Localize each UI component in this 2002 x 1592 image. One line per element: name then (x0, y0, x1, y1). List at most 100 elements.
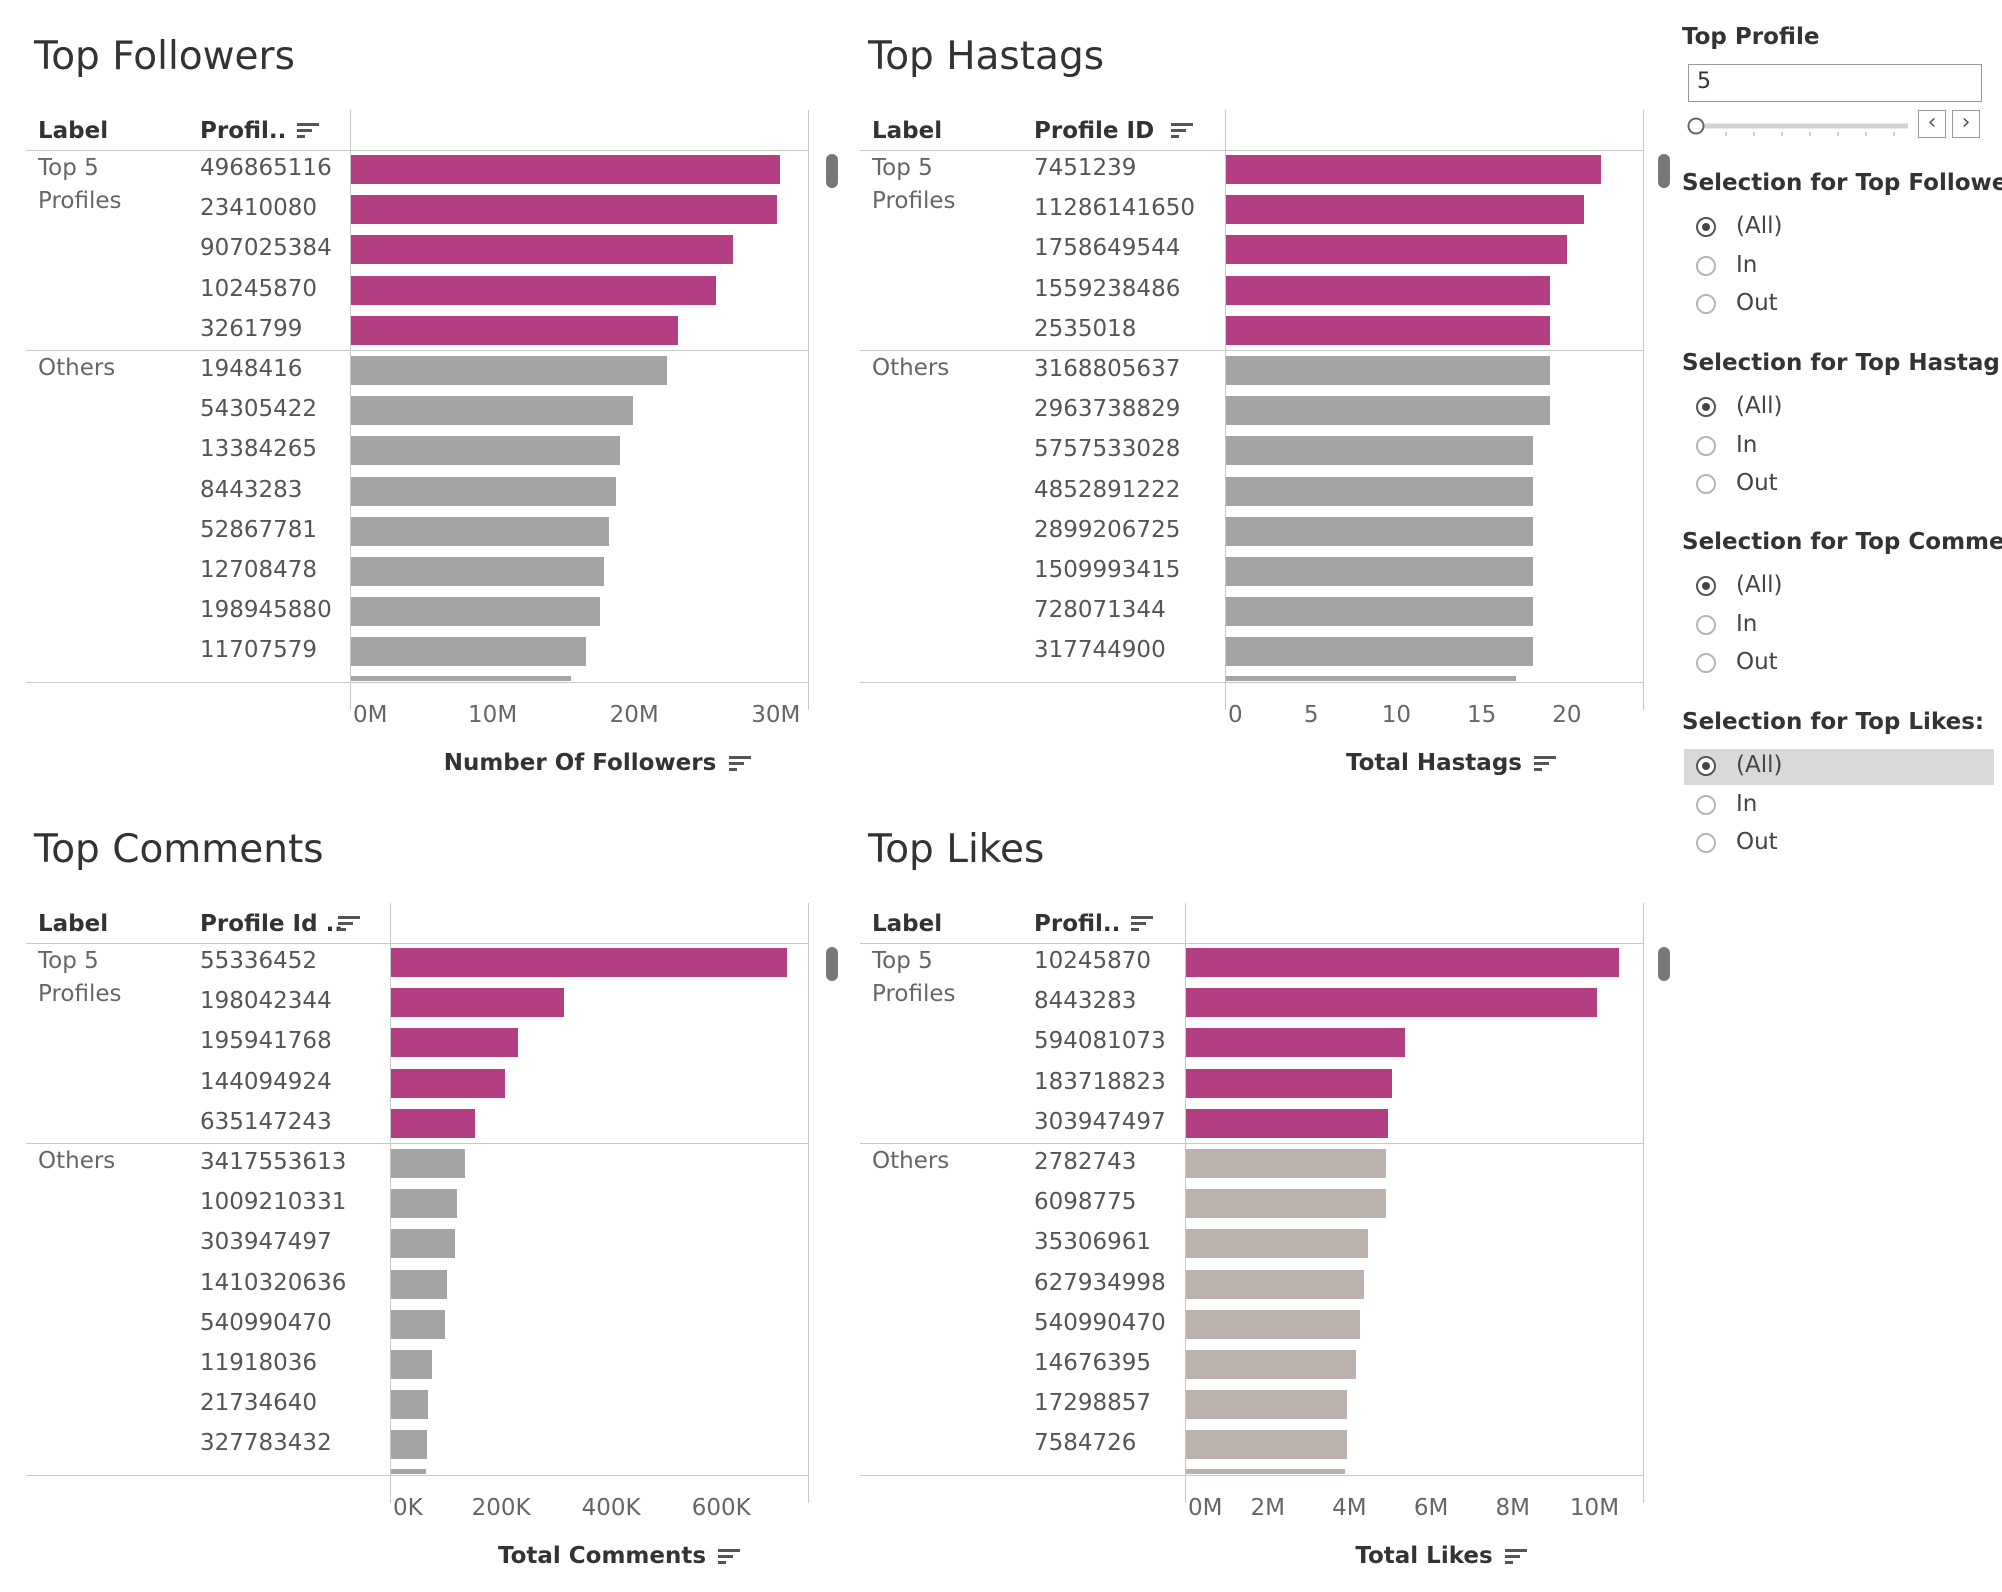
radio-option[interactable]: Out (1684, 646, 1994, 682)
others-bar[interactable] (351, 597, 601, 627)
others-bar[interactable] (391, 1149, 466, 1178)
radio-option[interactable]: In (1684, 249, 1994, 285)
radio-button[interactable] (1696, 255, 1716, 276)
top5-bar[interactable] (1226, 315, 1550, 345)
radio-option[interactable]: In (1684, 429, 1994, 465)
top5-bar[interactable] (1226, 155, 1601, 184)
top5-bar[interactable] (1186, 1108, 1389, 1138)
others-bar[interactable] (1226, 476, 1533, 506)
top5-bar[interactable] (1186, 948, 1619, 977)
scrollbar-thumb[interactable] (826, 947, 838, 981)
others-bar[interactable] (1226, 356, 1550, 385)
top5-bar[interactable] (1186, 1068, 1393, 1098)
others-bar[interactable] (391, 1269, 448, 1299)
others-bar[interactable] (1186, 1390, 1348, 1420)
top5-bar[interactable] (1186, 1028, 1405, 1058)
others-bar[interactable] (351, 516, 609, 546)
radio-button[interactable] (1696, 576, 1716, 596)
sort-icon[interactable] (1131, 916, 1153, 932)
others-bar-partial[interactable] (1226, 676, 1516, 681)
top5-bar[interactable] (391, 1068, 506, 1098)
others-bar[interactable] (351, 436, 621, 466)
others-bar[interactable] (1186, 1149, 1387, 1178)
others-bar-partial[interactable] (351, 676, 571, 681)
top5-bar[interactable] (391, 1108, 475, 1138)
others-bar[interactable] (1226, 557, 1533, 586)
others-bar[interactable] (391, 1390, 429, 1420)
top5-bar[interactable] (1186, 988, 1597, 1018)
others-bar[interactable] (1186, 1229, 1368, 1259)
top5-bar[interactable] (351, 195, 778, 225)
row-label-profile-id: 144094924 (200, 1068, 332, 1095)
top5-bar[interactable] (1226, 195, 1584, 225)
radio-option[interactable]: Out (1684, 467, 1994, 503)
radio-option[interactable]: (All) (1684, 749, 1994, 785)
radio-option[interactable]: Out (1684, 826, 1994, 862)
top5-bar[interactable] (391, 988, 565, 1018)
top-profile-input[interactable]: 5 (1688, 64, 1982, 102)
others-bar[interactable] (351, 356, 667, 385)
radio-option[interactable]: In (1684, 788, 1994, 824)
radio-option[interactable]: Out (1684, 287, 1994, 323)
group-label-top5: Top 5 Profiles (38, 155, 122, 214)
others-bar[interactable] (1186, 1269, 1364, 1299)
radio-option[interactable]: (All) (1684, 390, 1994, 426)
top5-bar[interactable] (351, 155, 781, 184)
previous-button[interactable]: ‹ (1918, 110, 1946, 138)
others-bar-partial[interactable] (1186, 1469, 1346, 1474)
top5-bar[interactable] (351, 235, 734, 265)
radio-button[interactable] (1696, 833, 1716, 853)
next-button[interactable]: › (1952, 110, 1980, 138)
radio-option[interactable]: (All) (1684, 569, 1994, 605)
others-bar[interactable] (351, 396, 633, 426)
sort-icon[interactable] (718, 1549, 740, 1565)
others-bar[interactable] (391, 1189, 458, 1219)
sort-icon[interactable] (1171, 123, 1193, 139)
sort-icon[interactable] (338, 916, 360, 932)
radio-option[interactable]: (All) (1684, 210, 1994, 246)
others-bar[interactable] (1226, 637, 1533, 667)
top5-bar[interactable] (351, 315, 679, 345)
others-bar[interactable] (391, 1309, 445, 1339)
top5-bar[interactable] (1226, 275, 1550, 305)
radio-option[interactable]: In (1684, 608, 1994, 644)
row-label-profile-id: 183718823 (1034, 1068, 1166, 1095)
others-bar[interactable] (1226, 436, 1533, 466)
others-bar[interactable] (1226, 516, 1533, 546)
radio-button[interactable] (1696, 653, 1716, 673)
sort-icon[interactable] (297, 123, 319, 139)
slider-thumb[interactable] (1687, 117, 1705, 135)
radio-button[interactable] (1696, 474, 1716, 494)
top-profile-slider[interactable] (1686, 112, 1916, 136)
others-bar[interactable] (391, 1350, 433, 1379)
others-bar[interactable] (1186, 1309, 1360, 1339)
others-bar[interactable] (351, 557, 605, 586)
radio-button[interactable] (1696, 294, 1716, 314)
others-bar-partial[interactable] (391, 1469, 427, 1474)
radio-button[interactable] (1696, 614, 1716, 635)
radio-button[interactable] (1696, 756, 1716, 776)
top5-bar[interactable] (391, 1028, 518, 1058)
others-bar[interactable] (1226, 396, 1550, 426)
radio-button[interactable] (1696, 435, 1716, 456)
radio-button[interactable] (1696, 217, 1716, 237)
others-bar[interactable] (1186, 1189, 1387, 1219)
scrollbar-thumb[interactable] (1658, 947, 1670, 981)
top5-bar[interactable] (391, 948, 788, 977)
radio-button[interactable] (1696, 794, 1716, 815)
others-bar[interactable] (1226, 597, 1533, 627)
others-bar[interactable] (351, 476, 616, 506)
others-bar[interactable] (1186, 1430, 1348, 1460)
others-bar[interactable] (391, 1430, 427, 1460)
top5-bar[interactable] (1226, 235, 1567, 265)
top5-bar[interactable] (351, 275, 717, 305)
scrollbar-thumb[interactable] (1658, 154, 1670, 188)
others-bar[interactable] (351, 637, 587, 667)
others-bar[interactable] (1186, 1350, 1356, 1379)
sort-icon[interactable] (1534, 756, 1556, 772)
sort-icon[interactable] (1504, 1549, 1527, 1565)
others-bar[interactable] (391, 1229, 455, 1259)
sort-icon[interactable] (728, 756, 751, 772)
radio-button[interactable] (1696, 397, 1716, 417)
scrollbar-thumb[interactable] (826, 154, 838, 188)
